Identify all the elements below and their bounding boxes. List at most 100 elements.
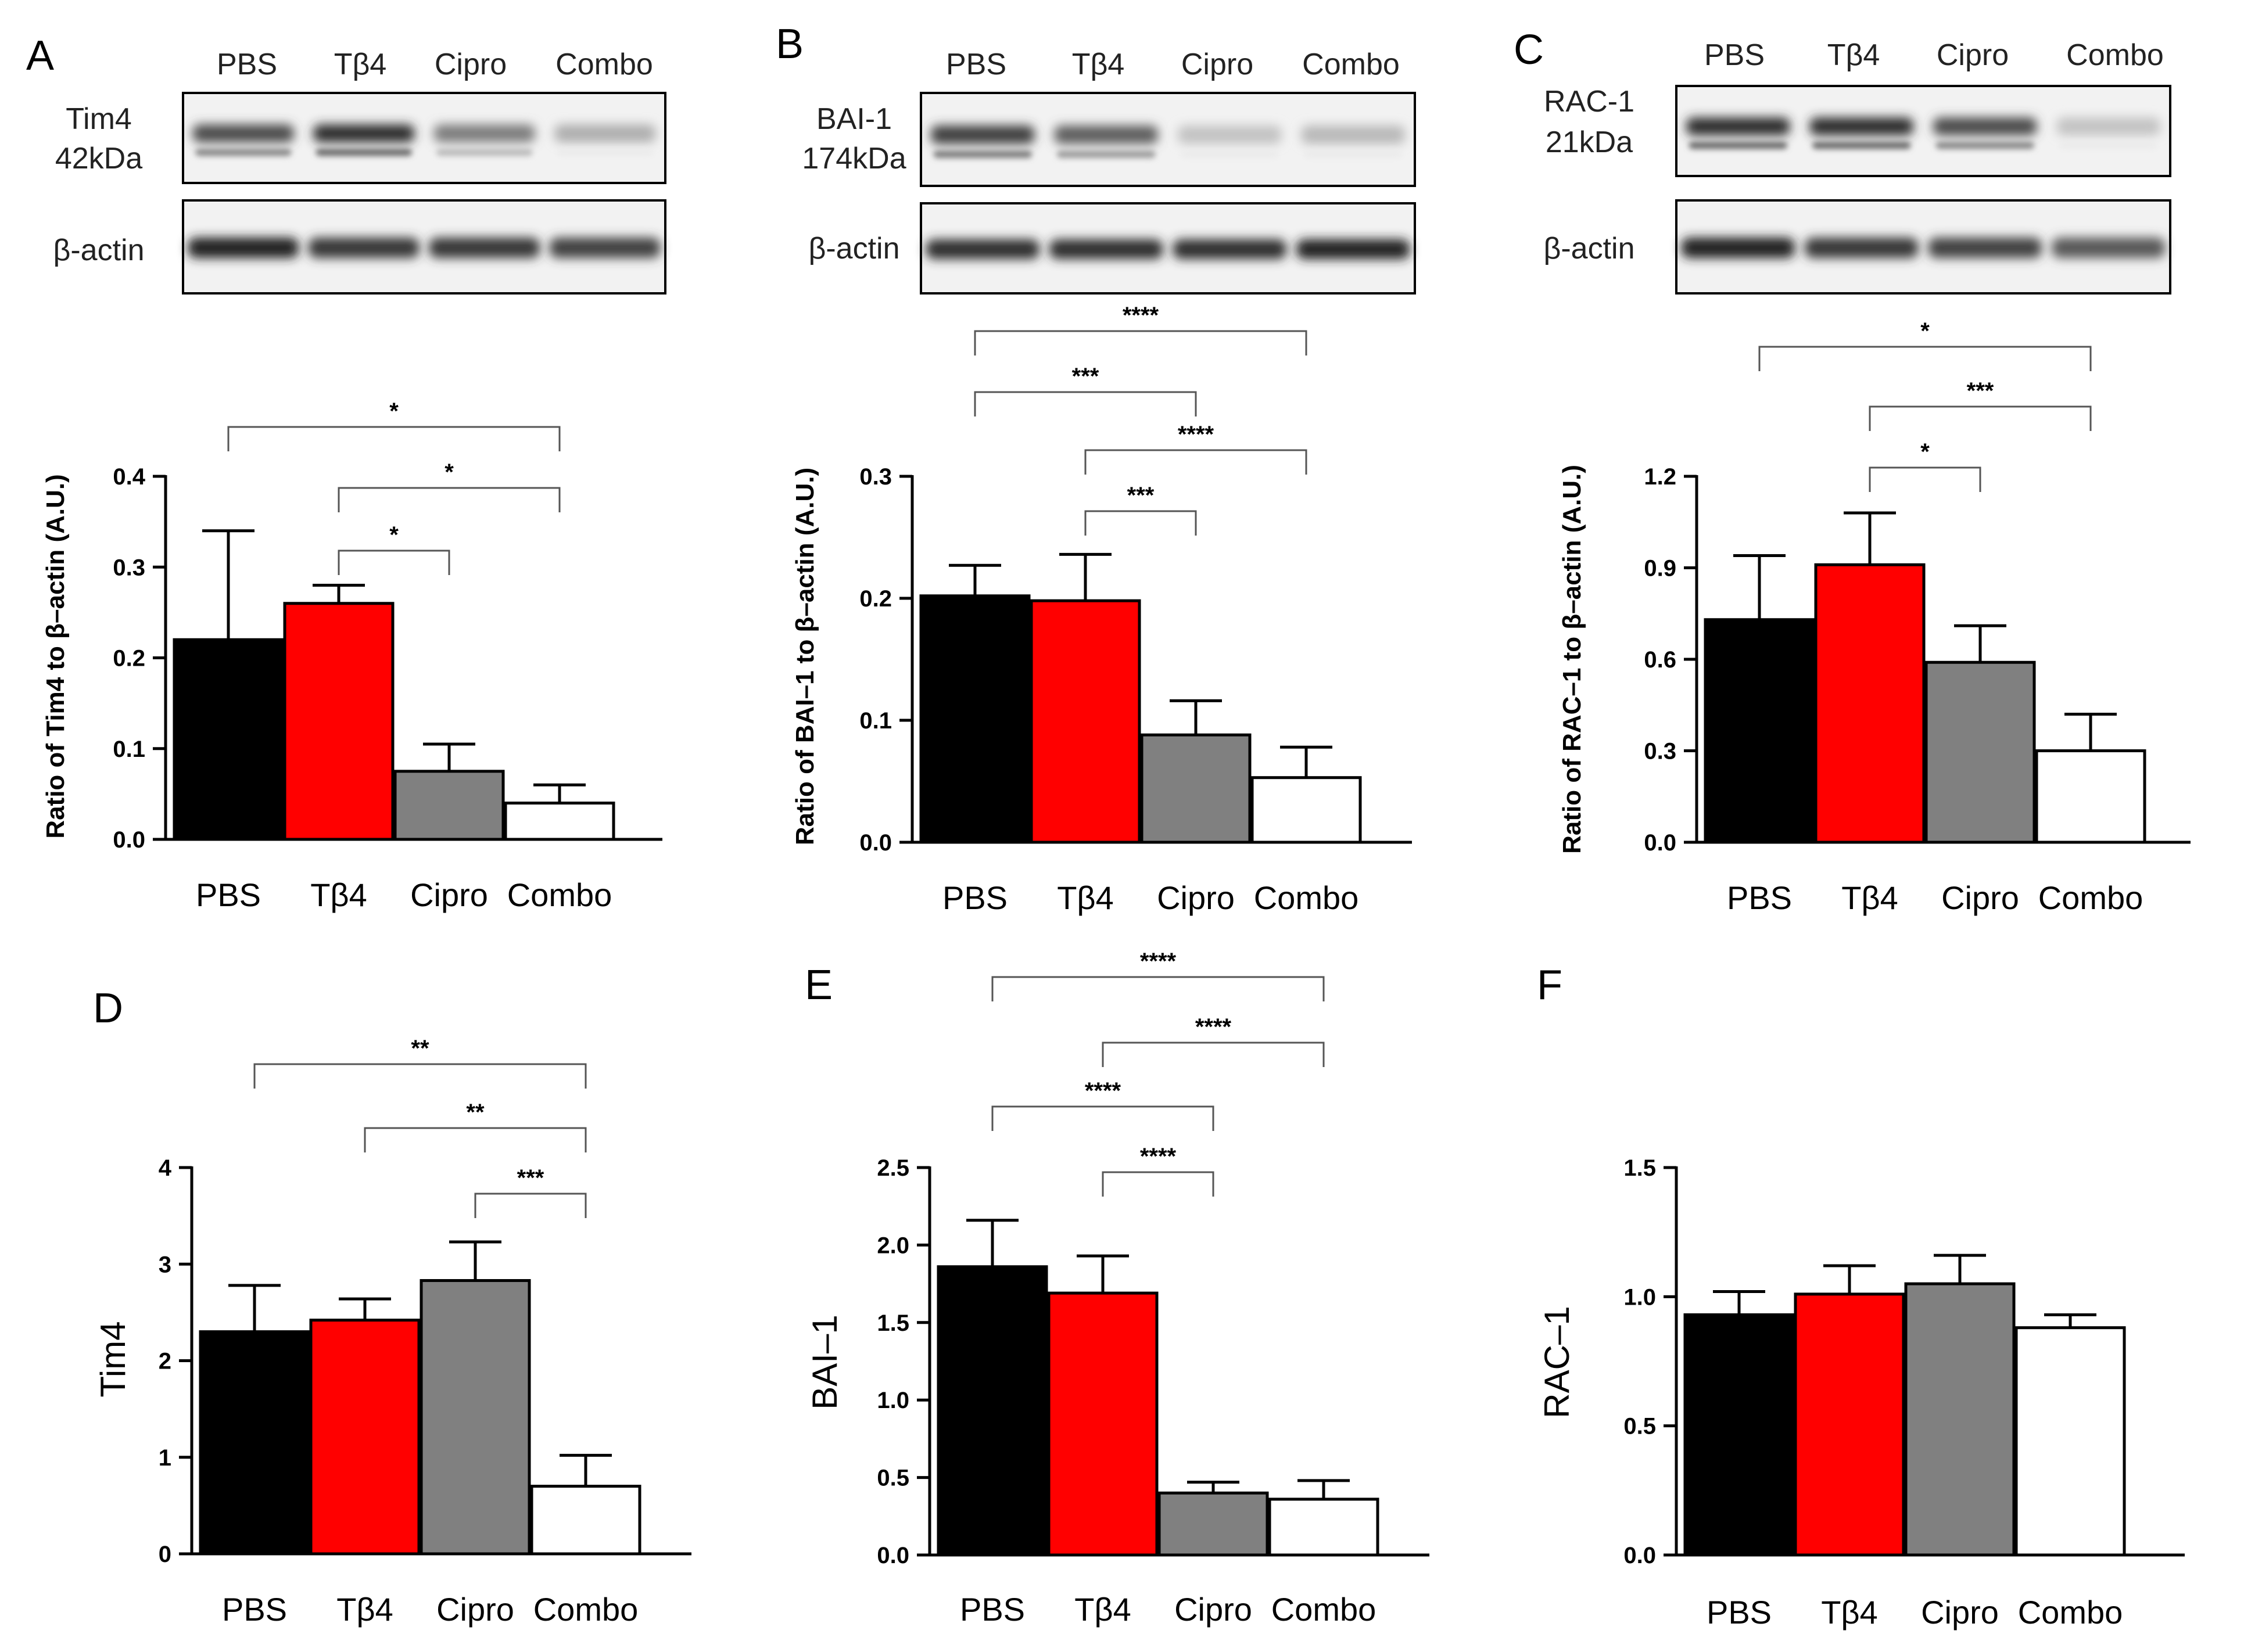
- x-category-label: PBS: [1707, 1594, 1772, 1631]
- blot-band: [192, 124, 294, 143]
- x-category-label: Cipro: [436, 1591, 514, 1628]
- y-tick-label: 1.5: [877, 1310, 909, 1336]
- y-tick-label: 4: [159, 1155, 172, 1181]
- x-category-label: Combo: [1254, 879, 1359, 916]
- significance-bracket: [338, 550, 450, 575]
- panel-letter-f: F: [1537, 962, 1562, 1008]
- significance-bracket: [1869, 466, 1981, 492]
- bar-combo: [2014, 1326, 2126, 1557]
- significance-label: *: [1920, 439, 1930, 465]
- y-tick-label: 1.0: [1623, 1284, 1656, 1310]
- bar-combo: [1250, 776, 1362, 844]
- chart-panel-c: 0.0 0.3 0.6 0.9 1.2 Ratio of RAC–1 to β–actin…: [1558, 318, 2191, 916]
- blot-band: [1296, 239, 1410, 260]
- significance-bracket: [974, 391, 1197, 416]
- x-category-label: Tβ4: [1057, 879, 1114, 916]
- panel-letter-e: E: [805, 962, 833, 1008]
- chart-panel-a: 0.0 0.1 0.2 0.3 0.4 Ratio of Tim4 to β–actin …: [41, 398, 662, 913]
- blot-control-label: β-actin: [808, 232, 899, 265]
- x-category-label: Combo: [507, 877, 612, 913]
- y-axis-label: Ratio of RAC–1 to β–actin (A.U.): [1558, 465, 1586, 854]
- significance-bracket: [1084, 449, 1307, 475]
- blot-target-size: 174kDa: [802, 142, 906, 175]
- bar-charts: 0.0 0.1 0.2 0.3 0.4 Ratio of Tim4 to β–actin …: [41, 303, 2191, 1631]
- blot-control-label: β-actin: [1543, 232, 1634, 265]
- x-category-label: Cipro: [1157, 879, 1235, 916]
- blot-band: [931, 125, 1035, 144]
- blot-lane-label: Cipro: [435, 48, 507, 81]
- blot-band: [429, 238, 540, 258]
- bar-pbs: [199, 1330, 310, 1556]
- x-category-label: PBS: [196, 877, 261, 913]
- significance-bracket: [1758, 346, 2092, 371]
- blot-band: [433, 124, 535, 143]
- blot-band: [557, 149, 654, 156]
- blot-band: [1809, 117, 1913, 136]
- y-tick-label: 2.0: [877, 1233, 909, 1258]
- bar-combo: [530, 1485, 641, 1556]
- significance-label: **: [411, 1036, 429, 1061]
- blot-band: [1686, 117, 1790, 136]
- bar-pbs: [937, 1265, 1048, 1557]
- y-tick-label: 0.1: [859, 708, 892, 734]
- significance-label: *: [445, 459, 454, 485]
- significance-label: *: [1920, 318, 1930, 344]
- blot-lane-label: PBS: [217, 48, 277, 81]
- blot-panel-b: PBS Tβ4 Cipro Combo BAI-1 174kDa β-actin: [802, 48, 1416, 295]
- blot-target-name: RAC-1: [1544, 85, 1634, 118]
- blot-lane-label: Cipro: [1181, 48, 1253, 81]
- x-category-label: PBS: [222, 1591, 287, 1628]
- blot-band: [1303, 150, 1403, 158]
- significance-bracket: [227, 426, 561, 451]
- bar-combo: [2035, 749, 2146, 844]
- bar-pbs: [919, 594, 1031, 844]
- blot-band: [1805, 238, 1919, 258]
- bar-tβ4: [1030, 599, 1141, 844]
- blot-band: [2059, 142, 2158, 149]
- significance-label: ***: [1072, 364, 1099, 389]
- bar-cipro: [1157, 1491, 1269, 1557]
- y-tick-label: 3: [159, 1252, 171, 1277]
- bar-pbs: [1704, 618, 1815, 844]
- x-category-label: Tβ4: [336, 1591, 393, 1628]
- bar-combo: [1268, 1497, 1379, 1557]
- blot-band: [1681, 238, 1795, 258]
- western-blots: PBS Tβ4 Cipro Combo Tim4 42kDa β-actin PBS Tβ4 Ci…: [53, 38, 2171, 295]
- significance-label: ****: [1178, 422, 1214, 447]
- x-category-label: Tβ4: [1074, 1591, 1131, 1628]
- significance-label: *: [389, 398, 399, 424]
- blot-lane-label: Tβ4: [1827, 38, 1880, 72]
- significance-label: ***: [1127, 483, 1155, 508]
- y-tick-label: 0.3: [1644, 739, 1676, 764]
- panel-letter-c: C: [1514, 27, 1544, 73]
- y-tick-label: 0.5: [877, 1466, 909, 1491]
- y-tick-label: 0.2: [859, 586, 892, 612]
- significance-label: ***: [517, 1165, 544, 1191]
- panel-letter-b: B: [776, 21, 804, 67]
- x-category-label: Combo: [2018, 1594, 2123, 1631]
- blot-band: [188, 238, 299, 258]
- significance-bracket: [474, 1193, 587, 1218]
- significance-label: ****: [1140, 949, 1177, 974]
- significance-label: ****: [1140, 1144, 1177, 1169]
- blot-band: [2052, 238, 2166, 258]
- significance-bracket: [1869, 405, 2092, 431]
- panel-letter-d: D: [93, 985, 123, 1032]
- blot-band: [1812, 142, 1911, 149]
- blot-band: [1056, 150, 1156, 158]
- significance-label: ***: [1967, 378, 1994, 404]
- x-category-label: Combo: [1271, 1591, 1376, 1628]
- x-category-label: Tβ4: [1821, 1594, 1878, 1631]
- y-tick-label: 0.0: [113, 827, 145, 853]
- y-axis-label: BAI–1: [805, 1315, 844, 1409]
- blot-band: [933, 150, 1033, 158]
- bar-cipro: [393, 770, 505, 841]
- blot-band: [1173, 239, 1286, 260]
- x-category-label: Combo: [2038, 879, 2143, 916]
- y-tick-label: 0.4: [113, 464, 145, 490]
- y-tick-label: 0.5: [1623, 1414, 1656, 1439]
- bar-tβ4: [1794, 1292, 1905, 1557]
- y-tick-label: 0.9: [1644, 556, 1676, 581]
- bar-pbs: [1683, 1313, 1795, 1557]
